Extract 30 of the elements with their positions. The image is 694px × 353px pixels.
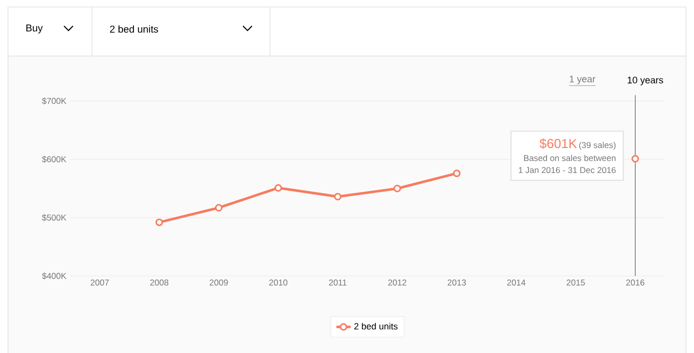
point (453, 170, 460, 178)
x-tick-label: 2014 (507, 280, 526, 286)
x-tick-label: 2009 (210, 280, 228, 286)
annotation: (39 sales) (579, 142, 616, 150)
y-tick-label: $600K (42, 156, 66, 163)
point (394, 184, 402, 192)
annotation: $601K (540, 138, 577, 149)
point (215, 204, 223, 212)
point (274, 184, 282, 192)
y-tick-label: $400K (42, 272, 66, 280)
text: 2 bed units (110, 25, 158, 33)
text: 1 year (570, 76, 596, 84)
x-tick-label: 2016 (626, 280, 644, 286)
text: 10 years (628, 76, 664, 86)
x-tick-label: 2010 (269, 280, 288, 286)
x-tick-label: 2015 (566, 280, 585, 286)
y-tick-label: $500K (42, 214, 66, 222)
point (632, 154, 639, 162)
y-tick-label: $700K (42, 98, 66, 104)
x-tick-label: 2008 (150, 280, 168, 286)
x-tick-label: 2007 (90, 280, 109, 286)
annotation: Based on sales between (524, 154, 616, 162)
annotation: 1 Jan 2016 - 31 Dec 2016 (518, 167, 616, 174)
x-tick-label: 2011 (329, 280, 346, 286)
text: Buy (26, 24, 43, 34)
x-tick-label: 2012 (388, 280, 406, 286)
legend-label: 2 bed units (354, 322, 398, 330)
point (334, 192, 342, 200)
x-tick-label: 2013 (448, 280, 466, 286)
point (156, 218, 164, 226)
